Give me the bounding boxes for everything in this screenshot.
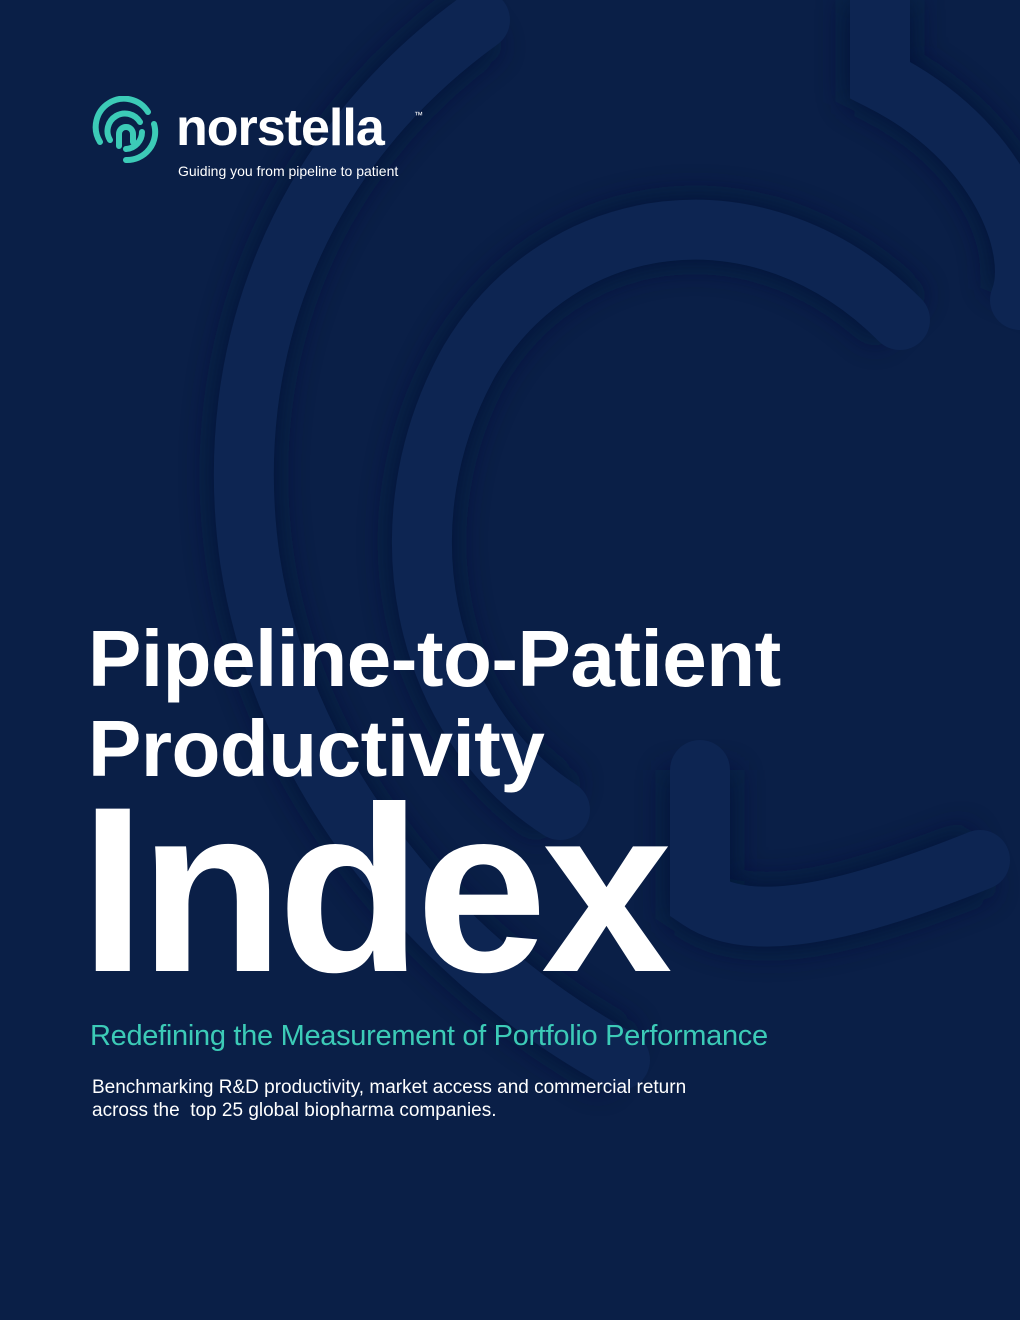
- title-emphasis: Index: [80, 758, 672, 1022]
- brand-name: norstella: [176, 99, 385, 157]
- brand-logo: [92, 96, 159, 164]
- trademark: ™: [414, 110, 423, 120]
- description-line: across the top 25 global biopharma compa…: [92, 1100, 497, 1121]
- subtitle: Redefining the Measurement of Portfolio …: [90, 1020, 768, 1052]
- tagline: Guiding you from pipeline to patient: [178, 163, 399, 179]
- title-line: Productivity: [88, 704, 545, 793]
- description-line: Benchmarking R&D productivity, market ac…: [92, 1077, 687, 1098]
- title-line: Pipeline-to-Patient: [88, 614, 781, 703]
